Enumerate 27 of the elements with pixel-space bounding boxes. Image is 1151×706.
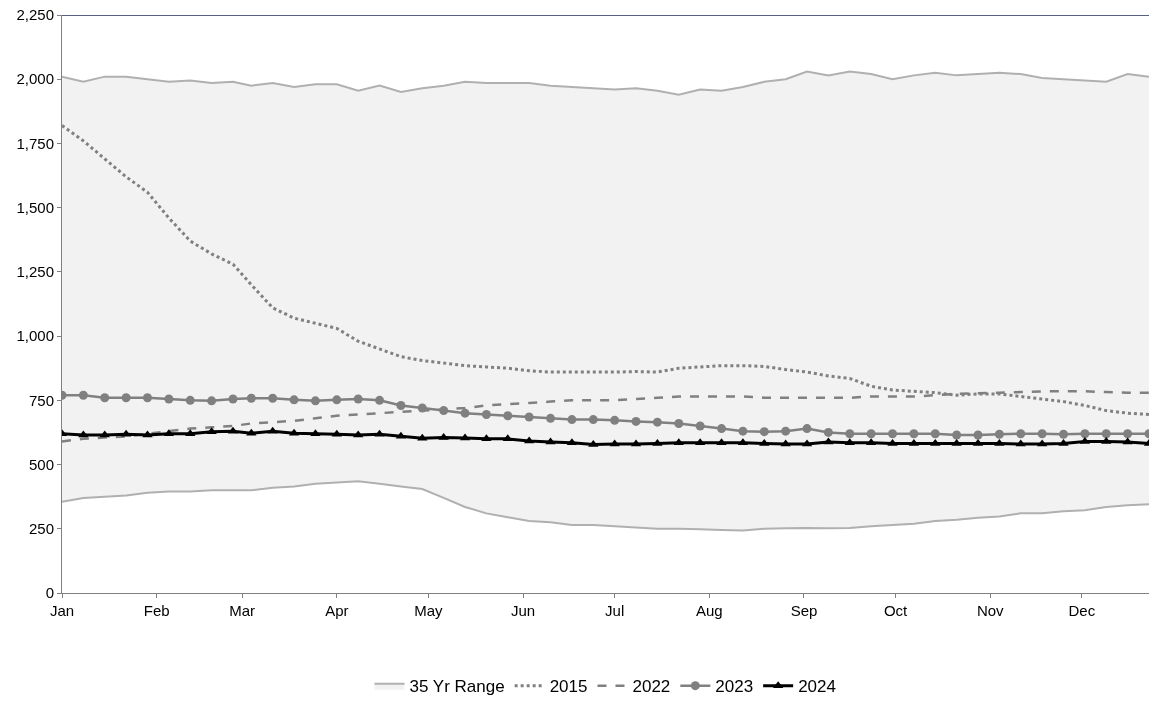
- legend-label: 35 Yr Range: [409, 677, 505, 697]
- y-tick-label: 0: [45, 584, 54, 602]
- y-tick-label: 2,000: [16, 70, 54, 88]
- y-tick-label: 1,500: [16, 198, 54, 216]
- y-tick-label: 1,000: [16, 327, 54, 345]
- x-tick-label: Aug: [695, 602, 723, 619]
- x-tick-label: Jan: [49, 602, 75, 619]
- x-tick-label: Nov: [976, 602, 1005, 619]
- x-tick-label: May: [414, 602, 444, 619]
- x-tick-label: Jul: [605, 602, 625, 619]
- x-tick-label: Dec: [1068, 602, 1096, 619]
- legend-label: 2022: [632, 677, 671, 697]
- x-tick-label: Mar: [229, 602, 256, 619]
- y-tick-label: 500: [28, 455, 54, 473]
- y-tick-label: 250: [28, 520, 54, 538]
- y-tick-label: 2,250: [16, 6, 54, 24]
- x-tick-label: Feb: [143, 602, 170, 619]
- y-tick-label: 1,750: [16, 134, 54, 152]
- y-tick-label: 750: [28, 391, 54, 409]
- y-tick-label: 1,250: [16, 263, 54, 281]
- legend-label: 2024: [798, 677, 836, 697]
- legend-label: 2023: [715, 677, 754, 697]
- x-tick-label: Oct: [883, 602, 909, 619]
- x-tick-label: Sep: [790, 602, 818, 619]
- x-tick-label: Apr: [325, 602, 349, 619]
- legend-label: 2015: [549, 677, 588, 697]
- x-tick-label: Jun: [510, 602, 536, 619]
